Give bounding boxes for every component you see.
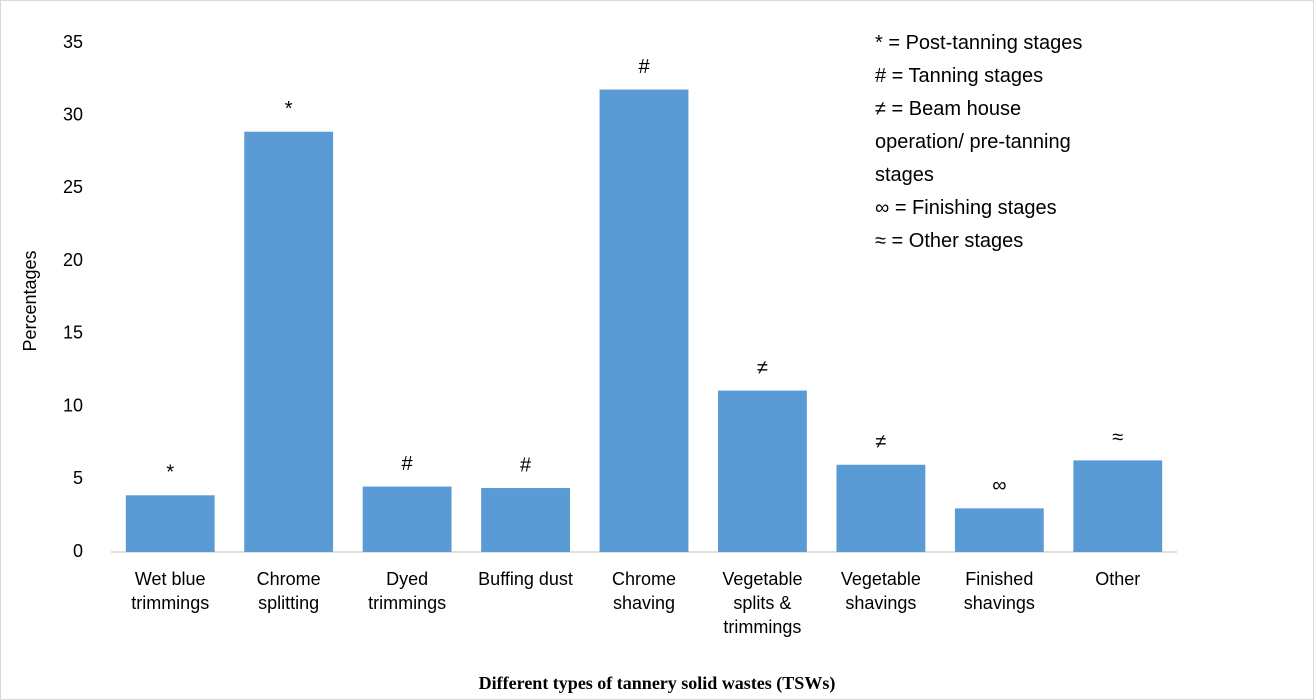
x-tick-label: Chrome splitting <box>256 569 321 613</box>
y-tick-label: 5 <box>73 468 83 488</box>
bar-annotation: # <box>638 56 650 78</box>
y-axis-title: Percentages <box>20 250 40 351</box>
x-tick-label: Wet blue trimmings <box>131 569 210 613</box>
bar <box>599 89 689 552</box>
x-tick-label: Finished shavings <box>963 569 1035 613</box>
x-axis-title: Different types of tannery solid wastes … <box>478 673 836 693</box>
x-tick-label: Dyed trimmings <box>368 569 447 613</box>
x-tick-label: Vegetable splits & trimmings <box>722 569 803 637</box>
bar <box>1073 460 1163 552</box>
y-tick-label: 35 <box>63 32 83 52</box>
bar-annotation: # <box>520 454 532 476</box>
legend-note: ∞ = Finishing stages <box>875 197 1057 219</box>
x-tick-label: Chrome shaving <box>611 569 677 613</box>
legend-note: # = Tanning stages <box>875 65 1044 87</box>
bar <box>836 464 926 552</box>
bar <box>481 488 570 552</box>
y-tick-label: 25 <box>63 177 83 197</box>
y-tick-label: 0 <box>73 541 83 561</box>
y-tick-label: 10 <box>63 395 83 415</box>
legend-note: * = Post-tanning stages <box>875 32 1083 54</box>
bar-annotation: ≈ <box>1112 427 1123 449</box>
x-tick-label: Vegetable shavings <box>840 569 921 613</box>
x-tick-label: Buffing dust <box>478 569 573 589</box>
bar-annotation: * <box>285 98 293 120</box>
bar-annotation: ∞ <box>992 475 1006 497</box>
y-tick-label: 15 <box>63 323 83 343</box>
y-tick-label: 20 <box>63 250 83 270</box>
legend-note: ≈ = Other stages <box>875 230 1024 252</box>
bar-annotation: # <box>402 453 414 475</box>
bar-annotation: ≠ <box>757 357 768 379</box>
bar-annotation: ≠ <box>875 431 886 453</box>
legend-note: ≠ = Beam house operation/ pre-tanning st… <box>875 98 1071 186</box>
x-tick-label: Other <box>1095 569 1141 589</box>
bar <box>954 508 1044 552</box>
bar <box>244 131 334 552</box>
bar <box>125 495 215 552</box>
bar <box>362 486 452 552</box>
y-tick-label: 30 <box>63 104 83 124</box>
bar-annotation: * <box>166 462 174 484</box>
bar <box>718 390 807 552</box>
legend-notes: * = Post-tanning stages # = Tanning stage… <box>875 27 1111 258</box>
